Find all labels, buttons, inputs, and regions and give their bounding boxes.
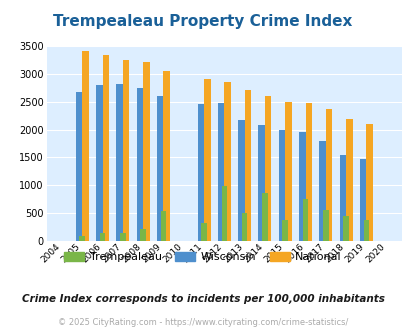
Text: Crime Index corresponds to incidents per 100,000 inhabitants: Crime Index corresponds to incidents per… (21, 294, 384, 304)
Bar (339, 155, 345, 241)
Bar (319, 141, 325, 241)
Bar (203, 79, 210, 241)
Bar (284, 102, 291, 241)
Bar (122, 59, 129, 241)
Bar (343, 216, 348, 241)
Bar (160, 211, 166, 241)
Bar (322, 210, 328, 241)
Bar (359, 159, 366, 241)
Bar (102, 55, 109, 241)
Bar (278, 130, 284, 241)
Bar (120, 233, 125, 241)
Bar (325, 109, 331, 241)
Bar (345, 118, 352, 241)
Bar (237, 120, 244, 241)
Bar (262, 192, 267, 241)
Bar (82, 50, 88, 241)
Bar (79, 237, 85, 241)
Bar (136, 88, 143, 241)
Bar (305, 104, 311, 241)
Bar (258, 125, 264, 241)
Bar (241, 213, 247, 241)
Bar (156, 96, 163, 241)
Bar (264, 96, 271, 241)
Bar (224, 82, 230, 241)
Bar (201, 222, 206, 241)
Bar (163, 71, 170, 241)
Bar (76, 92, 82, 241)
Bar (302, 199, 307, 241)
Bar (116, 84, 122, 241)
Bar (298, 132, 305, 241)
Bar (96, 85, 102, 241)
Bar (363, 220, 368, 241)
Text: © 2025 CityRating.com - https://www.cityrating.com/crime-statistics/: © 2025 CityRating.com - https://www.city… (58, 318, 347, 327)
Bar (217, 103, 224, 241)
Bar (140, 229, 145, 241)
Text: Trempealeau Property Crime Index: Trempealeau Property Crime Index (53, 14, 352, 29)
Legend: Trempealeau, Wisconsin, National: Trempealeau, Wisconsin, National (60, 248, 345, 267)
Bar (282, 220, 287, 241)
Bar (197, 104, 204, 241)
Bar (143, 62, 149, 241)
Bar (366, 123, 372, 241)
Bar (244, 89, 250, 241)
Bar (100, 233, 105, 241)
Bar (221, 186, 226, 241)
